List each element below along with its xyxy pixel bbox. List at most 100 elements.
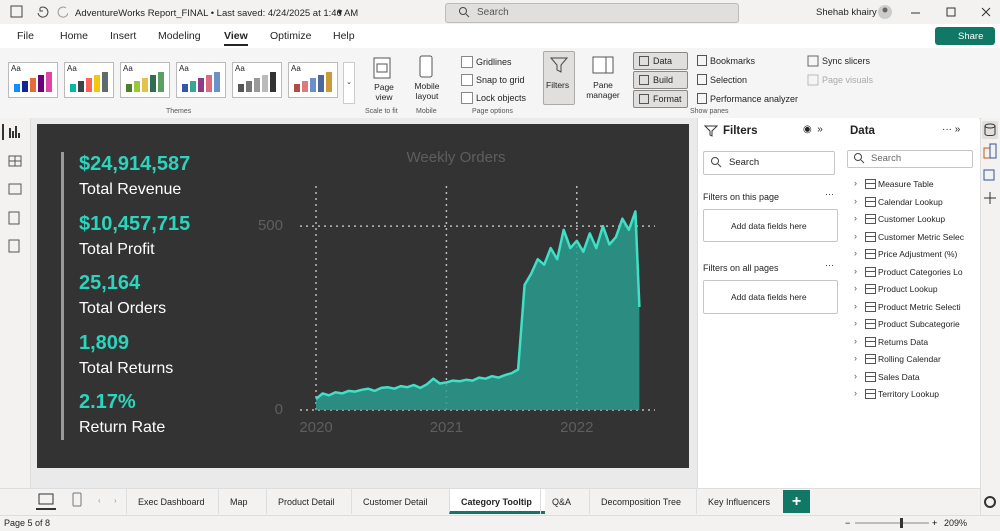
search-icon: [711, 157, 722, 168]
checkbox[interactable]: [461, 56, 473, 68]
tab-label: Customer Detail: [363, 497, 428, 507]
tab[interactable]: [449, 489, 545, 514]
tab-nav-icons: ‹ ›: [36, 492, 117, 510]
expand-arrow: ›: [854, 353, 857, 363]
sync-slicers[interactable]: Sync slicers: [822, 56, 871, 66]
table-icon: [865, 354, 876, 364]
theme-sample: Aa: [235, 64, 245, 73]
table-name[interactable]: Rolling Calendar: [878, 354, 941, 364]
theme-color: [254, 78, 260, 92]
settings-icon[interactable]: [980, 492, 1000, 512]
page-view-icon: [373, 57, 391, 79]
theme-color: [14, 84, 20, 92]
table-name[interactable]: Sales Data: [878, 371, 920, 382]
pane-controls[interactable]: ··· »: [942, 124, 961, 135]
theme-sample: Aa: [291, 64, 301, 73]
tab[interactable]: [126, 489, 219, 514]
kpi-label: Return Rate: [79, 419, 166, 436]
user-name: Shehab khairy: [816, 7, 877, 18]
table-name[interactable]: Product Lookup: [878, 284, 938, 294]
pane-link-icon: [697, 74, 707, 85]
drop-zone[interactable]: [703, 280, 838, 314]
pane-toggle-text: Build: [653, 75, 674, 85]
table-name[interactable]: Measure Table: [878, 179, 934, 189]
add-page[interactable]: +: [783, 490, 810, 513]
table-name[interactable]: Product Subcategorie: [878, 319, 960, 329]
menu-item[interactable]: View: [224, 30, 248, 46]
expand-arrow: ›: [854, 335, 857, 346]
menu-item[interactable]: File: [17, 30, 34, 42]
zoom-slider[interactable]: − +: [845, 516, 940, 530]
theme-more[interactable]: ⌄: [343, 62, 355, 104]
pane-manager[interactable]: Pane manager: [586, 80, 620, 100]
page-view[interactable]: Page view: [374, 82, 394, 102]
table-icon: [865, 371, 876, 382]
expand-arrow: ›: [854, 283, 857, 293]
theme-color: [134, 81, 140, 92]
table-name[interactable]: Returns Data: [878, 336, 929, 347]
table-name[interactable]: Product Categories Lo: [878, 266, 963, 277]
expand-arrow: ›: [854, 370, 857, 381]
tab[interactable]: [589, 489, 700, 514]
mobile-layout[interactable]: Mobile layout: [414, 81, 440, 101]
title-dropdown[interactable]: ▼: [336, 8, 344, 17]
drop-zone-text: Add data fields here: [731, 292, 807, 302]
theme-color: [318, 75, 324, 92]
kpi-label: Total Profit: [79, 240, 155, 258]
weekly-orders-chart[interactable]: Weekly Orders 0 500 2020 2021 2022: [37, 124, 689, 468]
table-icon: [865, 231, 876, 242]
table-name[interactable]: Product Metric Selecti: [878, 301, 961, 312]
pane-link[interactable]: Performance analyzer: [710, 94, 799, 104]
share-button[interactable]: [935, 27, 995, 45]
filter-search[interactable]: [703, 151, 835, 175]
data-search[interactable]: [847, 150, 973, 168]
x-tick-label: 2021: [430, 419, 463, 436]
tab[interactable]: [351, 489, 442, 514]
table-name[interactable]: Calendar Lookup: [878, 196, 943, 207]
expand-arrow: ›: [854, 248, 857, 258]
y-tick-label: 0: [275, 401, 283, 418]
menu-item[interactable]: Modeling: [158, 30, 201, 42]
search-box[interactable]: [445, 3, 739, 23]
checkbox[interactable]: [461, 74, 473, 86]
expand-arrow: ›: [854, 265, 857, 276]
table-icon: [865, 196, 876, 207]
pane-toggle-text: Format: [653, 94, 682, 104]
tab[interactable]: [696, 489, 777, 514]
filters-button[interactable]: [543, 51, 575, 105]
kpi-value: 2.17%: [79, 391, 136, 413]
menu-item[interactable]: Help: [333, 30, 355, 42]
data-title: Data: [850, 125, 875, 137]
pane-controls[interactable]: ◉ »: [803, 124, 823, 135]
checkbox[interactable]: [461, 92, 473, 104]
kpi-value: 1,809: [79, 331, 130, 354]
theme-color: [94, 75, 100, 92]
pane-link[interactable]: Bookmarks: [710, 56, 756, 66]
table-name[interactable]: Price Adjustment (%): [878, 249, 958, 259]
pane-toggle-icon: [639, 56, 649, 66]
zoom-level: 209%: [944, 518, 968, 528]
menu-item[interactable]: Insert: [110, 30, 137, 42]
table-icon: [865, 284, 876, 294]
tab-label: Q&A: [552, 497, 572, 507]
menu-item[interactable]: Home: [60, 30, 89, 42]
more[interactable]: ···: [825, 189, 834, 199]
theme-color: [206, 75, 212, 92]
theme-color: [38, 75, 44, 92]
drop-zone[interactable]: [703, 209, 838, 242]
tab[interactable]: [540, 489, 571, 514]
share-text: Share: [958, 31, 984, 42]
tab[interactable]: [218, 489, 251, 514]
table-name[interactable]: Customer Metric Selec: [878, 231, 964, 242]
group-label: Scale to fit: [365, 108, 398, 115]
pane-link[interactable]: Selection: [710, 75, 748, 85]
pane-link-icon: [697, 93, 707, 104]
tab[interactable]: [266, 489, 350, 514]
group-label: Show panes: [690, 108, 729, 115]
table-name[interactable]: Territory Lookup: [878, 389, 939, 399]
more[interactable]: ···: [825, 260, 834, 270]
menu-item[interactable]: Optimize: [270, 30, 312, 42]
table-name[interactable]: Customer Lookup: [878, 214, 946, 224]
tab-label: Category Tooltip: [461, 497, 532, 507]
theme-color: [30, 78, 36, 92]
